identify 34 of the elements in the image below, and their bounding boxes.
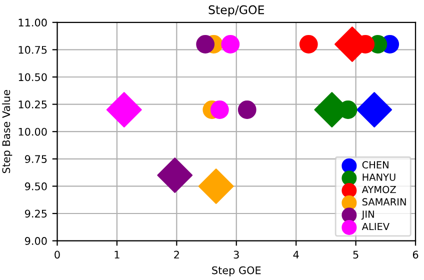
x-tick-label: 2 — [174, 250, 179, 258]
point — [356, 92, 392, 128]
y-tick-label: 10.75 — [18, 46, 47, 54]
y-axis-title: Step Base Value — [2, 90, 12, 174]
y-tick-label: 9.50 — [24, 182, 47, 190]
point — [106, 92, 142, 128]
y-tick-label: 10.00 — [18, 128, 47, 136]
y-tick-label: 9.25 — [24, 210, 47, 218]
point — [198, 168, 234, 204]
y-tick-label: 11.00 — [18, 18, 47, 27]
legend-label: CHEN — [362, 161, 388, 169]
point — [299, 35, 318, 54]
x-tick-label: 4 — [293, 250, 299, 258]
point — [157, 158, 193, 193]
legend-label: HANYU — [362, 174, 396, 181]
y-tick-label: 10.25 — [18, 100, 47, 108]
legend-label: AYMOZ — [362, 186, 396, 194]
point — [196, 35, 215, 54]
x-tick-label: 0 — [54, 250, 60, 259]
x-tick-label: 5 — [353, 250, 358, 259]
x-tick-label: 1 — [114, 250, 120, 258]
legend-label: JIN — [361, 210, 374, 220]
y-tick-label: 9.75 — [24, 155, 47, 164]
chart-title: Step/GOE — [208, 5, 264, 17]
point — [210, 100, 229, 119]
point — [238, 100, 256, 119]
x-tick-label: 6 — [412, 250, 418, 259]
point — [221, 35, 240, 54]
x-axis-title: Step GOE — [212, 266, 261, 276]
legend-label: SAMARIN — [362, 198, 406, 206]
x-tick-label: 3 — [234, 250, 239, 259]
y-tick-label: 9.00 — [24, 237, 47, 245]
y-tick-label: 10.50 — [18, 73, 47, 82]
legend-label: ALIEV — [362, 222, 390, 230]
